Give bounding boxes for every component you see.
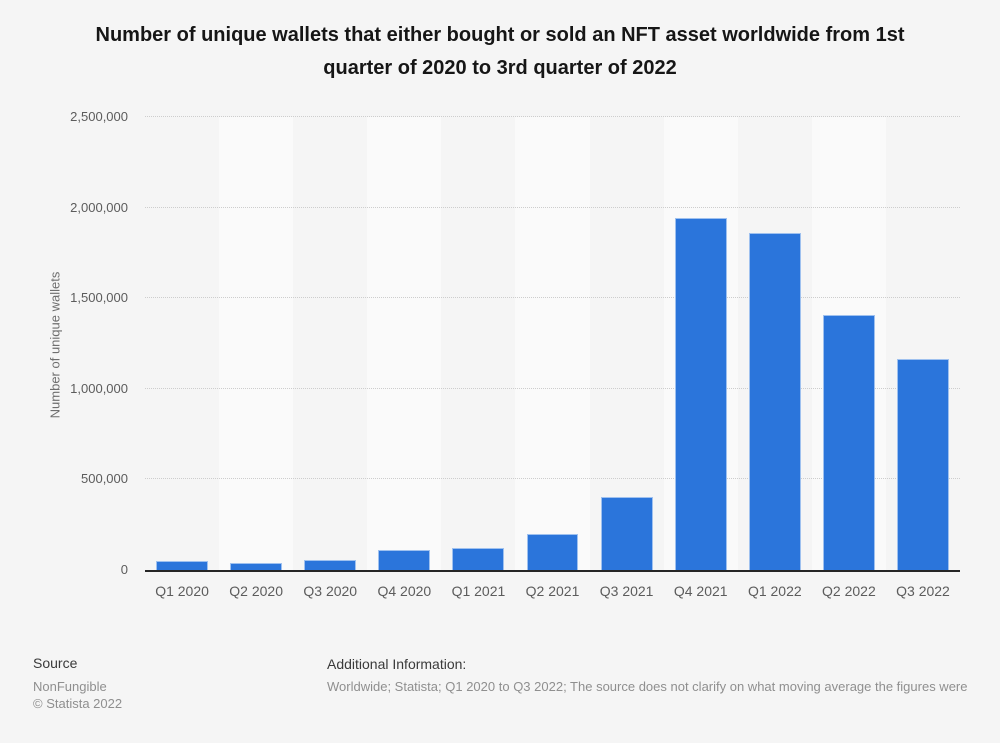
y-axis-ticks: 0 500,000 1,000,000 1,500,000 2,000,000 2,500… [0, 109, 128, 577]
plot-column-q2-2020 [219, 117, 294, 570]
y-tick-label: 500,000 [81, 471, 128, 487]
y-tick-label: 2,000,000 [70, 199, 128, 215]
plot-column-q1-2022 [738, 117, 812, 570]
bar-q4-2020[interactable] [378, 549, 431, 570]
x-tick-label-q3-2021: Q3 2021 [599, 583, 654, 599]
x-tick-label-q1-2021: Q1 2021 [451, 583, 506, 599]
x-tick-label-q2-2022: Q2 2022 [822, 583, 876, 599]
x-axis-line [145, 570, 960, 572]
copyright-notice: © Statista 2022 [33, 696, 123, 711]
x-tick-label-q3-2022: Q3 2022 [896, 583, 950, 599]
gridline [145, 387, 960, 389]
bar-q1-2021[interactable] [452, 548, 505, 570]
source-name[interactable]: NonFungible [33, 679, 107, 694]
source-label: Source [33, 655, 78, 671]
x-tick-label-q2-2020: Q2 2020 [229, 583, 283, 599]
gridline [145, 478, 960, 480]
plot-column-q2-2021 [515, 117, 590, 570]
plot-column-q4-2021 [663, 117, 738, 570]
x-tick-label-q1-2022: Q1 2022 [747, 583, 802, 599]
bar-q2-2022[interactable] [822, 314, 875, 570]
plot-column-q3-2020 [293, 117, 367, 570]
gridline [145, 116, 960, 117]
chart-title: Number of unique wallets that either bou… [95, 24, 905, 79]
bar-q1-2022[interactable] [748, 232, 801, 570]
plot-column-q1-2020 [145, 117, 219, 570]
bar-q3-2022[interactable] [897, 358, 949, 570]
plot-area [145, 116, 960, 570]
gridline [145, 297, 960, 299]
additional-info-label: Additional Information: [327, 656, 467, 672]
y-tick-label: 0 [120, 562, 128, 577]
plot-column-q1-2021 [441, 117, 515, 570]
bar-q3-2021[interactable] [600, 496, 653, 570]
bar-q1-2020[interactable] [156, 560, 208, 570]
additional-info-block: Additional Information: Worldwide; Stati… [327, 656, 980, 694]
plot-column-q3-2022 [886, 117, 960, 570]
additional-info-text: Worldwide; Statista; Q1 2020 to Q3 2022;… [327, 679, 968, 694]
bar-q2-2020[interactable] [230, 563, 283, 570]
bar-q4-2021[interactable] [674, 217, 727, 570]
bar-q2-2021[interactable] [526, 534, 579, 570]
plot-column-q2-2022 [811, 117, 886, 570]
source-block: Source NonFungible © Statista 2022 [33, 655, 122, 711]
bar-q3-2020[interactable] [304, 559, 357, 570]
plot-column-q4-2020 [367, 117, 442, 570]
y-tick-label: 1,500,000 [70, 290, 128, 306]
plot-columns [145, 117, 960, 570]
x-axis-ticks: Q1 2020 Q2 2020 Q3 2020 Q4 2020 Q1 2021 Q2 20… [145, 583, 960, 599]
plot-column-q3-2021 [590, 117, 664, 570]
x-tick-label-q1-2020: Q1 2020 [155, 583, 209, 599]
x-tick-label-q4-2021: Q4 2021 [673, 583, 728, 599]
x-tick-label-q2-2021: Q2 2021 [525, 583, 580, 599]
gridline [145, 206, 960, 208]
y-tick-label: 2,500,000 [70, 109, 128, 124]
x-tick-label-q4-2020: Q4 2020 [377, 583, 432, 599]
x-tick-label-q3-2020: Q3 2020 [303, 583, 358, 599]
y-tick-label: 1,000,000 [70, 380, 128, 396]
